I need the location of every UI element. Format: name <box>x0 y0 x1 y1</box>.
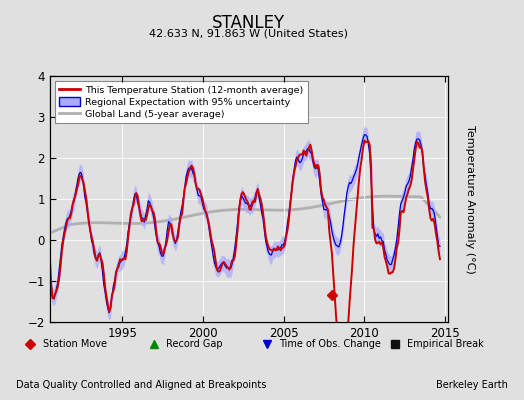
Text: 42.633 N, 91.863 W (United States): 42.633 N, 91.863 W (United States) <box>149 28 348 38</box>
Text: Empirical Break: Empirical Break <box>407 339 484 350</box>
Y-axis label: Temperature Anomaly (°C): Temperature Anomaly (°C) <box>465 125 475 273</box>
Text: Record Gap: Record Gap <box>166 339 223 350</box>
Text: Data Quality Controlled and Aligned at Breakpoints: Data Quality Controlled and Aligned at B… <box>16 380 266 390</box>
Text: Station Move: Station Move <box>43 339 107 350</box>
Text: Time of Obs. Change: Time of Obs. Change <box>279 339 381 350</box>
Text: Berkeley Earth: Berkeley Earth <box>436 380 508 390</box>
Legend: This Temperature Station (12-month average), Regional Expectation with 95% uncer: This Temperature Station (12-month avera… <box>54 81 308 123</box>
Text: STANLEY: STANLEY <box>212 14 286 32</box>
